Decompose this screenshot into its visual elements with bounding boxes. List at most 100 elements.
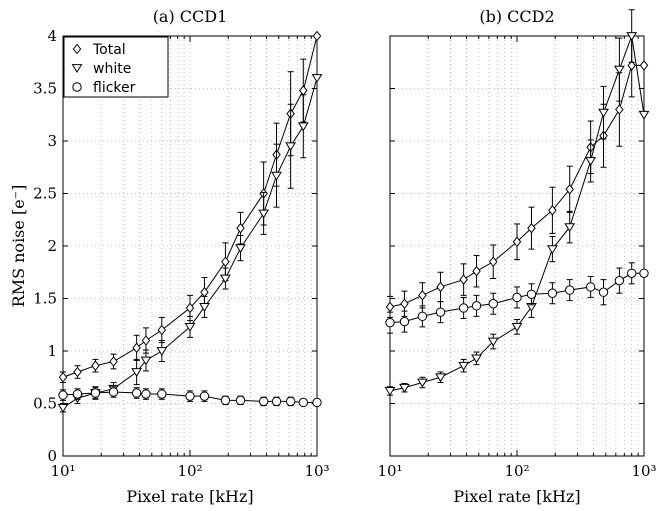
y-tick-label: 0.5: [33, 395, 57, 413]
data-point: [614, 275, 625, 286]
series-line: [62, 77, 318, 409]
x-tick-label: 10³: [631, 462, 656, 480]
data-point: [220, 395, 231, 406]
x-tick-label: 10²: [177, 462, 202, 480]
data-point: [298, 397, 308, 408]
data-point: [399, 316, 410, 327]
chart-title: (b) CCD2: [479, 7, 554, 26]
data-point: [285, 142, 297, 152]
y-tick-label: 3: [47, 132, 57, 150]
y-axis-label: RMS noise [e⁻]: [9, 185, 28, 308]
data-point: [385, 317, 395, 328]
y-tick-label: 1.5: [33, 290, 57, 308]
y-tick-label: 2.5: [33, 185, 57, 203]
data-point: [131, 368, 143, 378]
series-line: [62, 391, 317, 403]
data-point: [638, 110, 650, 120]
data-point: [72, 389, 83, 399]
data-point: [626, 32, 638, 42]
data-point: [615, 104, 624, 115]
panel-ccd1: 10¹ 10² 10³ 0 0.5 1 1.5 2 2.5 3 3.5 4 (a) CCD1 Pixel …: [9, 7, 330, 506]
data-point: [471, 301, 482, 311]
data-point: [527, 222, 536, 234]
data-point: [91, 360, 100, 372]
data-point: [488, 256, 498, 268]
data-point: [627, 60, 636, 71]
data-point: [131, 388, 142, 398]
data-point: [472, 265, 481, 277]
data-point: [564, 223, 576, 233]
data-point: [271, 396, 282, 407]
data-point: [417, 378, 428, 388]
data-point: [312, 30, 322, 42]
data-point: [435, 307, 446, 317]
y-tick-label: 2: [47, 237, 57, 255]
data-point: [585, 282, 596, 292]
data-point: [285, 396, 296, 407]
x-tick-label: 10¹: [377, 462, 402, 480]
y-tick-label: 1: [47, 342, 57, 360]
data-point: [471, 354, 482, 364]
data-point: [435, 373, 446, 383]
data-point: [565, 285, 575, 295]
data-point: [598, 287, 609, 297]
data-point: [400, 298, 409, 310]
y-tick-label: 3.5: [33, 80, 57, 98]
data-point: [90, 388, 101, 398]
series-line: [389, 272, 644, 324]
data-point: [384, 387, 396, 396]
series-flicker: [385, 262, 649, 334]
data-point: [459, 274, 468, 285]
data-point: [141, 335, 151, 346]
data-point: [547, 245, 558, 255]
data-point: [512, 292, 522, 303]
data-point: [157, 389, 167, 399]
legend-marker: [72, 82, 82, 92]
legend-label: white: [93, 61, 131, 77]
data-point: [613, 65, 625, 75]
data-point: [140, 356, 152, 366]
data-point: [185, 302, 195, 314]
data-point: [639, 268, 649, 278]
series-total: [58, 30, 322, 383]
data-point: [235, 395, 246, 406]
series-line: [62, 35, 318, 378]
chart-title: (a) CCD1: [153, 7, 228, 26]
data-point: [199, 391, 210, 401]
data-point: [418, 290, 427, 301]
x-tick-label: 10³: [304, 462, 329, 480]
data-point: [297, 122, 309, 132]
data-point: [58, 371, 68, 383]
legend-label: Total: [92, 42, 126, 58]
data-point: [57, 403, 69, 413]
data-point: [221, 256, 230, 268]
data-point: [185, 391, 195, 401]
data-point: [598, 108, 609, 118]
x-tick-label: 10²: [504, 462, 529, 480]
data-point: [299, 85, 308, 96]
series-flicker: [58, 386, 322, 408]
data-point: [184, 322, 196, 332]
data-point: [58, 390, 68, 400]
data-point: [73, 366, 82, 378]
series-white: [57, 74, 323, 413]
data-point: [220, 274, 231, 284]
data-point: [487, 337, 499, 347]
data-point: [399, 383, 410, 393]
data-point: [258, 209, 270, 219]
data-point: [547, 288, 558, 298]
data-point: [639, 60, 649, 71]
series-line: [389, 64, 644, 308]
data-point: [141, 389, 151, 399]
data-point: [385, 301, 395, 313]
data-point: [417, 311, 428, 322]
data-point: [311, 74, 323, 84]
data-point: [157, 324, 167, 336]
data-point: [511, 322, 523, 332]
y-tick-label: 0: [47, 447, 57, 465]
data-point: [312, 397, 322, 408]
data-point: [109, 356, 118, 367]
data-point: [271, 171, 282, 181]
data-point: [108, 387, 119, 397]
data-point: [458, 303, 469, 313]
